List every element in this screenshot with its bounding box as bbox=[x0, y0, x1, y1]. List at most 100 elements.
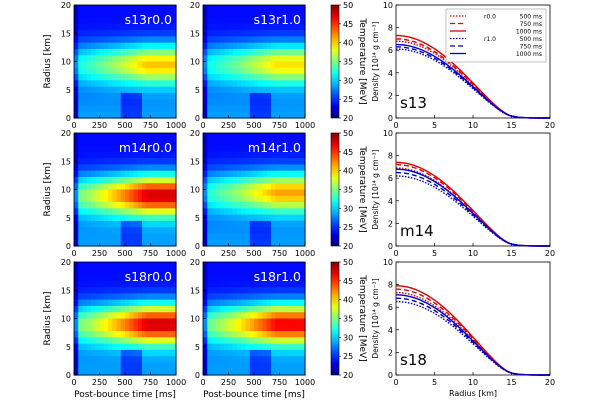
heatmap-cell bbox=[154, 133, 160, 140]
heatmap-cell bbox=[137, 111, 143, 119]
heatmap-cell bbox=[167, 133, 173, 140]
heatmap-cell bbox=[154, 337, 160, 345]
heatmap-cell bbox=[137, 23, 143, 31]
heatmap-cell bbox=[78, 151, 84, 159]
heatmap-cell bbox=[82, 220, 88, 228]
y-tick-label: 15 bbox=[190, 286, 200, 295]
heatmap-cell bbox=[258, 287, 264, 294]
heatmap-cell bbox=[249, 170, 255, 178]
heatmap-cell bbox=[207, 262, 213, 269]
heatmap-cell bbox=[142, 23, 147, 31]
heatmap-cell bbox=[271, 133, 276, 140]
heatmap-cell bbox=[283, 349, 289, 357]
heatmap-cell bbox=[150, 337, 156, 345]
heatmap-cell bbox=[245, 176, 251, 184]
x-tick-label: 20 bbox=[545, 249, 555, 258]
heatmap-cell bbox=[296, 287, 302, 294]
heatmap-cell bbox=[245, 324, 251, 332]
heatmap-cell bbox=[86, 74, 92, 81]
heatmap-cell bbox=[249, 268, 255, 276]
heatmap-cell bbox=[288, 337, 293, 345]
heatmap-cell bbox=[99, 305, 105, 313]
heatmap-cell bbox=[228, 164, 234, 172]
heatmap-cell bbox=[163, 86, 169, 94]
heatmap-cell bbox=[108, 280, 113, 288]
heatmap-cell bbox=[78, 312, 84, 320]
heatmap-cell bbox=[116, 312, 122, 320]
heatmap-cell bbox=[266, 170, 272, 178]
heatmap-cell bbox=[266, 337, 272, 345]
heatmap-cell bbox=[171, 36, 177, 44]
heatmap-cell bbox=[171, 202, 177, 209]
heatmap-cell bbox=[86, 280, 92, 288]
heatmap-cell bbox=[275, 343, 281, 351]
y-tick-label: 4 bbox=[388, 326, 393, 335]
heatmap-cell bbox=[254, 30, 259, 37]
heatmap-cell bbox=[74, 318, 79, 326]
heatmap-cell bbox=[120, 158, 126, 165]
heatmap-cell bbox=[99, 48, 105, 56]
heatmap-cell bbox=[150, 262, 156, 269]
heatmap-cell bbox=[95, 331, 101, 338]
heatmap-cell bbox=[167, 331, 173, 338]
heatmap-cell bbox=[171, 318, 177, 326]
heatmap-cell bbox=[283, 233, 289, 241]
heatmap-cell bbox=[91, 305, 96, 313]
heatmap-cell bbox=[292, 17, 298, 25]
heatmap-cell bbox=[99, 293, 105, 301]
heatmap-cell bbox=[108, 362, 113, 370]
heatmap-cell bbox=[283, 164, 289, 172]
heatmap-cell bbox=[215, 305, 221, 313]
heatmap-cell bbox=[150, 48, 156, 56]
heatmap-cell bbox=[215, 293, 221, 301]
heatmap-cell bbox=[203, 105, 208, 113]
heatmap-cell bbox=[112, 214, 118, 222]
heatmap-cell bbox=[224, 61, 230, 69]
heatmap-cell bbox=[224, 262, 230, 269]
y-tick-label: 8 bbox=[388, 24, 393, 33]
model-label: s18 bbox=[400, 351, 427, 369]
heatmap-cell bbox=[112, 80, 118, 88]
heatmap-cell bbox=[95, 262, 101, 269]
heatmap-cell bbox=[137, 99, 143, 107]
heatmap-cell bbox=[129, 133, 135, 140]
heatmap-cell bbox=[283, 67, 289, 75]
heatmap-cell bbox=[112, 274, 118, 282]
heatmap-cell bbox=[133, 318, 139, 326]
heatmap-cell bbox=[137, 287, 143, 294]
heatmap-cell bbox=[129, 312, 135, 320]
heatmap-cell bbox=[146, 11, 152, 19]
heatmap-cell bbox=[224, 17, 230, 25]
heatmap-cell bbox=[283, 183, 289, 191]
heatmap-cell bbox=[133, 305, 139, 313]
heatmap-cell bbox=[224, 111, 230, 119]
heatmap-cell bbox=[159, 80, 164, 88]
heatmap-cell bbox=[133, 48, 139, 56]
heatmap-cell bbox=[133, 220, 139, 228]
heatmap-cell bbox=[254, 99, 259, 107]
heatmap-cell bbox=[103, 11, 109, 19]
heatmap-cell bbox=[300, 312, 306, 320]
heatmap-cell bbox=[279, 170, 285, 178]
heatmap-cell bbox=[271, 17, 276, 25]
heatmap-cell bbox=[167, 268, 173, 276]
heatmap-cell bbox=[228, 189, 234, 197]
heatmap-cell bbox=[154, 11, 160, 19]
x-tick-label: 250 bbox=[92, 249, 107, 258]
heatmap-cell bbox=[171, 227, 177, 235]
heatmap-cell bbox=[150, 61, 156, 69]
heatmap-cell bbox=[91, 189, 96, 197]
heatmap-cell bbox=[112, 17, 118, 25]
heatmap-cell bbox=[137, 337, 143, 345]
heatmap-cell bbox=[74, 356, 79, 364]
heatmap-cell bbox=[116, 48, 122, 56]
density-line bbox=[395, 168, 550, 247]
heatmap-cell bbox=[133, 324, 139, 332]
heatmap-cell bbox=[207, 139, 213, 147]
heatmap-cell bbox=[154, 86, 160, 94]
heatmap-cell bbox=[116, 105, 122, 113]
heatmap-cell bbox=[171, 233, 177, 241]
heatmap-cell bbox=[258, 92, 264, 100]
heatmap-cell bbox=[279, 362, 285, 370]
